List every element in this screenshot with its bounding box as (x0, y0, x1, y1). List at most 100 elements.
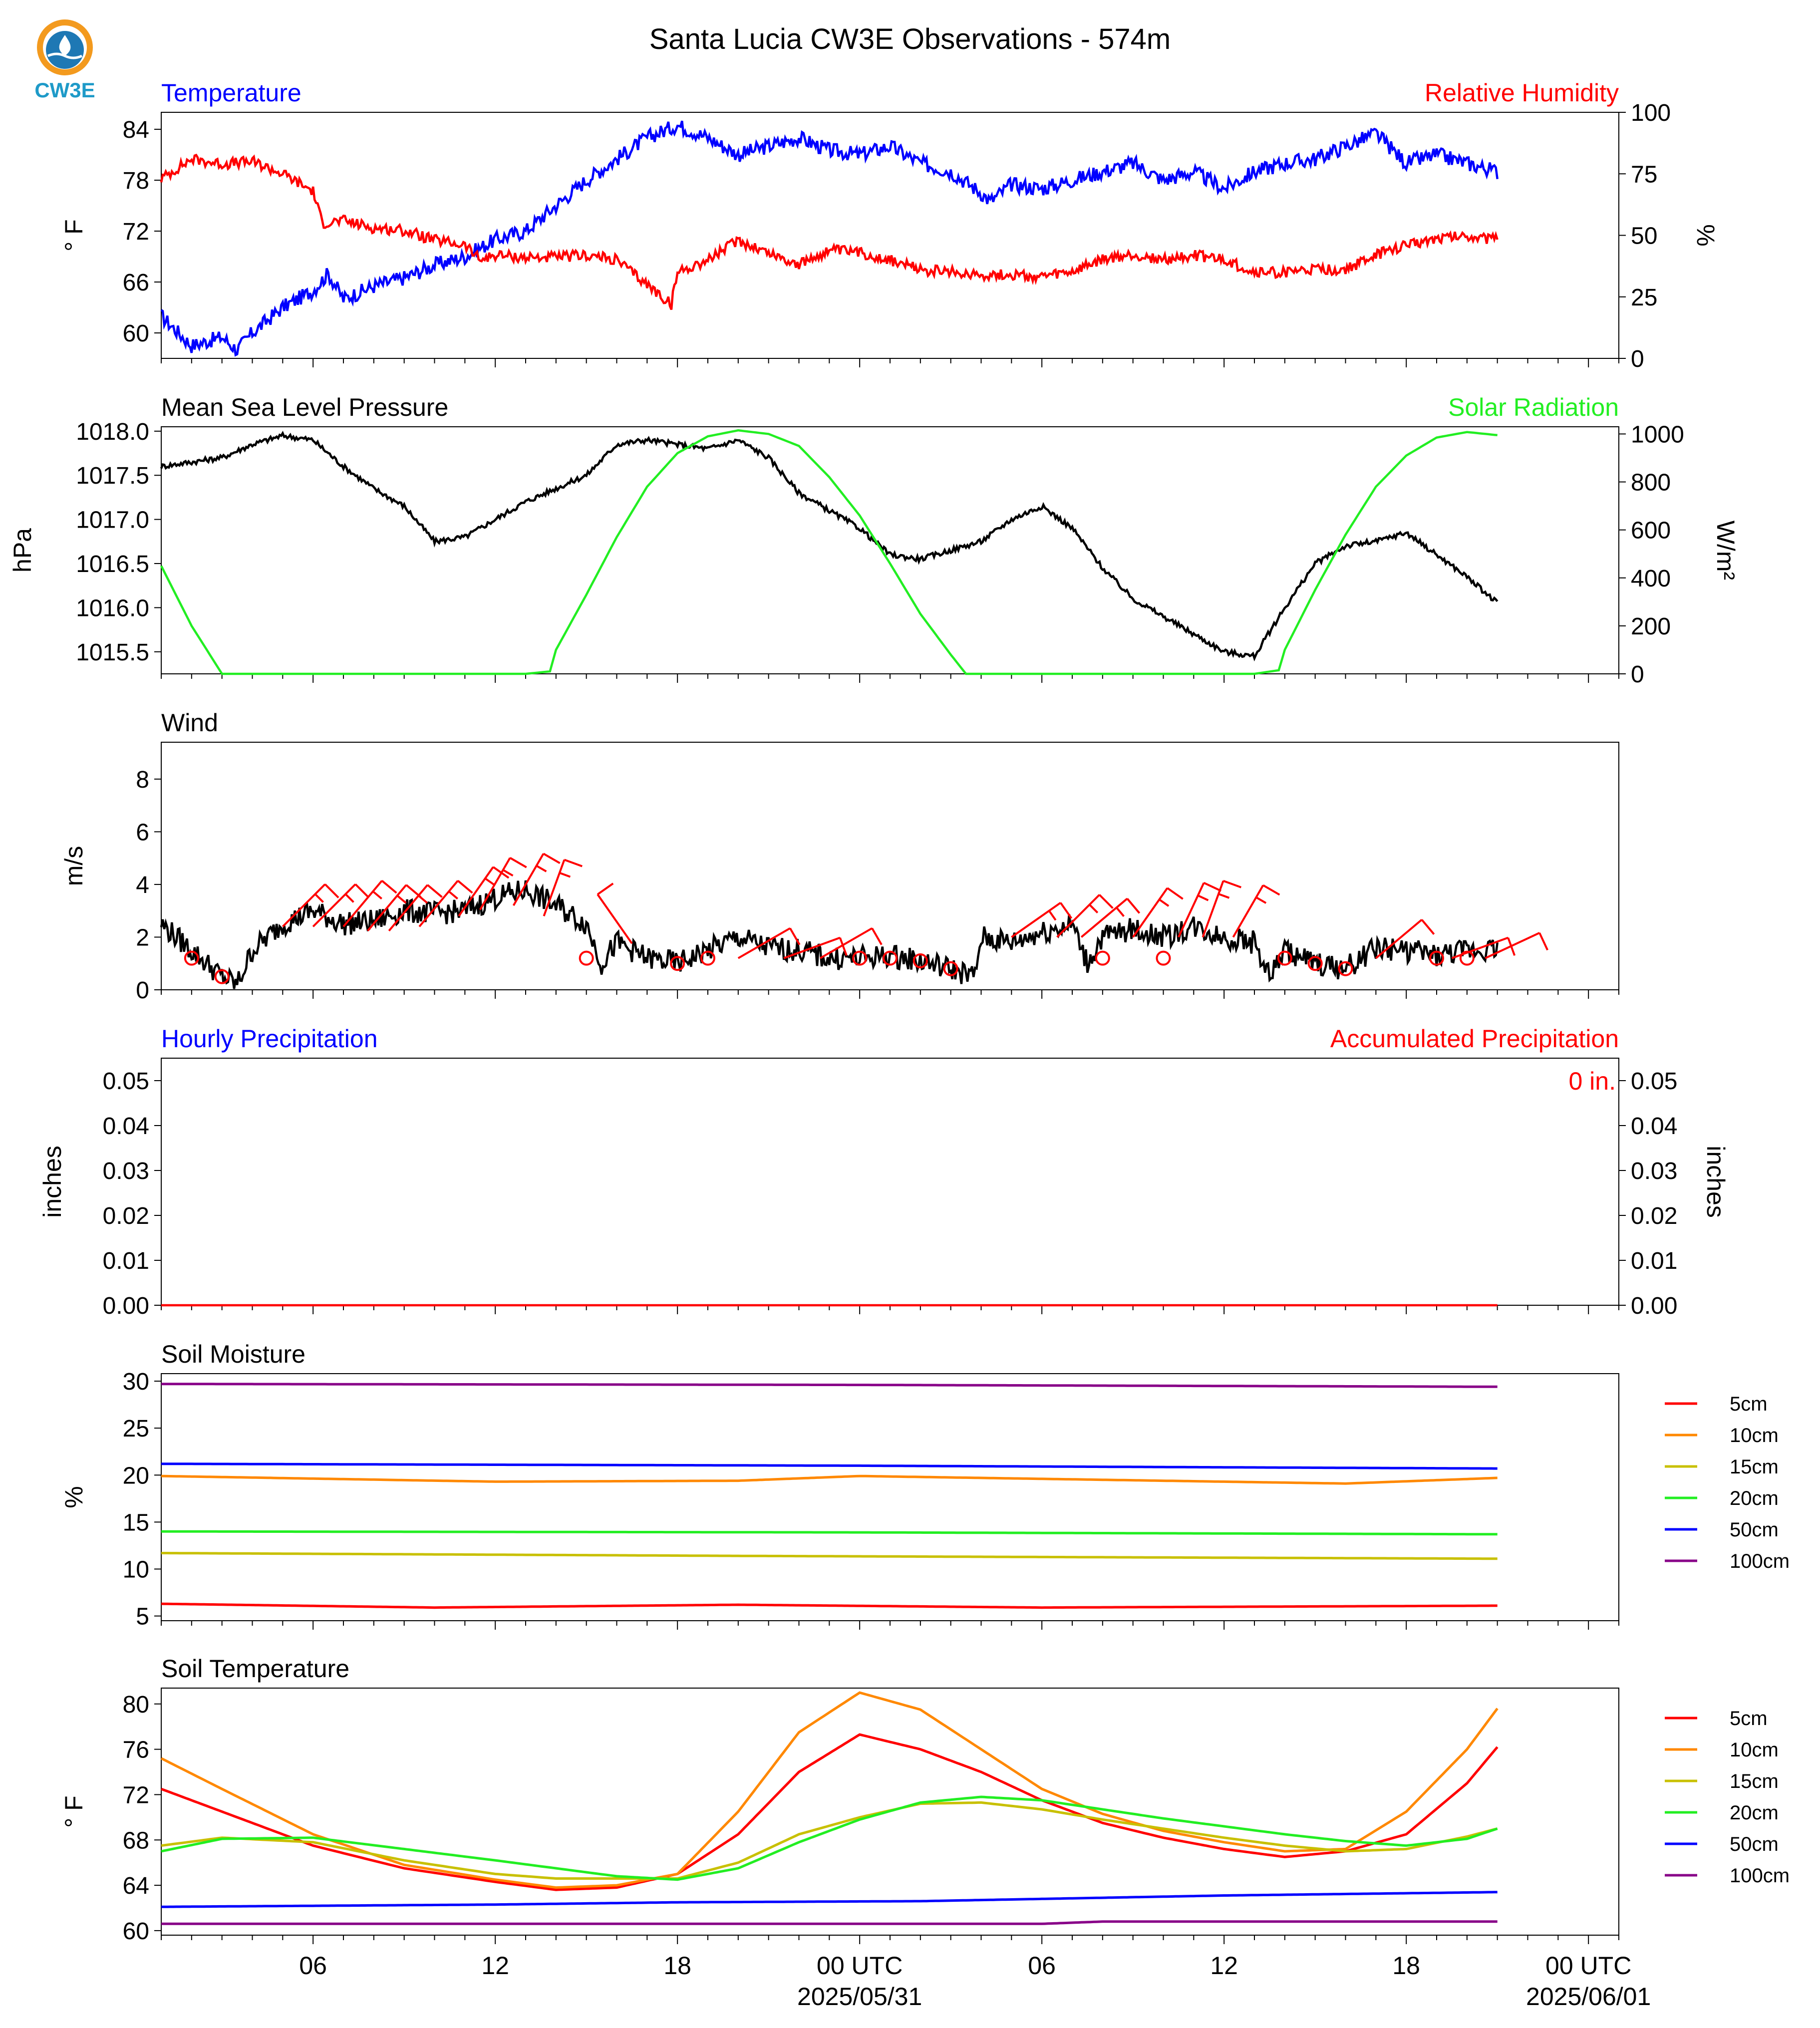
wind-barb-flag (1197, 894, 1209, 901)
wind-barb-flag (381, 879, 397, 894)
wind-barb (342, 880, 383, 927)
calm-marker (579, 950, 594, 966)
wind-barb-flag (543, 853, 561, 864)
figure-title: Santa Lucia CW3E Observations - 574m (649, 23, 1171, 55)
x-tick-label: 18 (663, 1952, 691, 1980)
y-tick-label-left: 0.05 (103, 1068, 149, 1095)
plot-frame (161, 426, 1619, 674)
wind-barb (282, 883, 326, 927)
wind-barb (1011, 902, 1061, 938)
calm-marker (1307, 956, 1323, 971)
y-tick-label-left: 1015.5 (76, 639, 149, 666)
wind-barb (783, 936, 841, 959)
legend-label: 5cm (1730, 1708, 1768, 1730)
calm-marker (214, 969, 230, 984)
wind-barb (479, 857, 511, 910)
wind-barb-flag (502, 869, 514, 877)
y-tick-label-left: 4 (136, 872, 149, 898)
wind-barb-flag (1099, 894, 1114, 909)
y-axis-label-left: % (60, 1486, 88, 1508)
x-tick-label: 06 (1028, 1952, 1056, 1980)
legend: 5cm 10cm 15cm 20cm 50cm 100cm (1665, 1708, 1790, 1887)
wind-barb-flag (1222, 879, 1242, 888)
panel-title-left: Soil Temperature (161, 1655, 349, 1683)
accumulated-precip-total: 0 in. (1568, 1067, 1616, 1095)
wind-barb-flag (1421, 919, 1435, 935)
y-tick-label-right: 600 (1631, 518, 1671, 544)
panel-title-right: Relative Humidity (1425, 79, 1619, 107)
x-tick-label: 06 (299, 1952, 327, 1980)
wind-barb-flag (354, 883, 370, 898)
series-line-5cm (161, 1602, 1498, 1609)
series-line-relative-humidity (160, 153, 1499, 310)
calm-marker (700, 950, 715, 966)
wind-barb (458, 866, 494, 917)
panel-title-left: Hourly Precipitation (161, 1025, 378, 1053)
wind-barb-flag (1255, 896, 1267, 904)
wind-barb-flag (344, 893, 354, 903)
y-tick-label-left: 1018.0 (76, 419, 149, 445)
y-tick-label-left: 1016.0 (76, 595, 149, 621)
wind-barb (367, 884, 407, 932)
wind-barb-flag (564, 859, 583, 868)
panel-title-left: Wind (161, 709, 218, 737)
panel-pressure_solar: Mean Sea Level Pressure Solar Radiation 10… (8, 393, 1740, 688)
y-tick-label-right: 0.04 (1631, 1113, 1677, 1140)
wind-barb-flag (559, 871, 571, 878)
legend-label: 10cm (1730, 1425, 1779, 1447)
y-axis-label-left: ° F (60, 1795, 88, 1827)
x-tick-label: 12 (1210, 1952, 1238, 1980)
y-tick-label-left: 68 (123, 1827, 149, 1854)
wind-barb-flag (418, 894, 428, 904)
wind-barb-flag (1218, 893, 1230, 899)
y-axis-label-right: inches (1702, 1146, 1730, 1218)
wind-barb (312, 883, 356, 927)
series-line-10cm (161, 1474, 1498, 1485)
legend-label: 10cm (1730, 1739, 1779, 1761)
calm-marker (912, 953, 928, 968)
wind-barb-flag (314, 893, 324, 903)
wind-barb-flag (427, 884, 443, 898)
panel-title-left: Temperature (161, 79, 302, 107)
y-tick-label-right: 75 (1631, 161, 1657, 188)
wind-barb (1485, 932, 1540, 959)
y-tick-label-left: 60 (123, 320, 149, 347)
calm-marker (883, 950, 898, 966)
y-tick-label-left: 64 (123, 1873, 149, 1899)
series-line-solar-radiation (160, 429, 1498, 675)
wind-barb-flag (536, 865, 547, 872)
wind-barb (1375, 919, 1423, 959)
wind-barb (512, 853, 545, 906)
y-axis-label-left: inches (38, 1146, 66, 1218)
wind-barb (1080, 897, 1128, 938)
calm-marker (1277, 950, 1292, 966)
y-tick-label-left: 80 (123, 1692, 149, 1718)
y-tick-label-left: 60 (123, 1918, 149, 1945)
wind-barb (737, 927, 791, 959)
wind-barb (1132, 887, 1169, 938)
y-tick-label-left: 1016.5 (76, 551, 149, 578)
wind-barb-flag (1048, 910, 1057, 921)
series-line-mean-sea-level-pressure (160, 430, 1499, 662)
wind-barb-flag (509, 857, 527, 869)
y-tick-label-left: 78 (123, 168, 149, 194)
y-tick-label-left: 0.03 (103, 1158, 149, 1184)
legend-label: 20cm (1730, 1487, 1779, 1509)
wind-barb (1202, 880, 1224, 938)
y-tick-label-left: 1017.5 (76, 463, 149, 489)
wind-barb (543, 859, 566, 916)
panel-soil_temperature: Soil Temperature 60 64 68 72 76 80 ° F 5cm 10cm 15… (60, 1655, 1790, 1945)
series-line-50cm (161, 1462, 1498, 1470)
logo-text: CW3E (34, 78, 95, 102)
wind-barb-flag (1089, 904, 1099, 913)
legend-label: 50cm (1730, 1519, 1779, 1541)
y-tick-label-right: 200 (1631, 613, 1671, 640)
wind-barb-flag (1262, 884, 1280, 896)
legend-label: 100cm (1730, 1550, 1790, 1572)
panel-title-right: Solar Radiation (1448, 393, 1619, 421)
wind-barb-flag (372, 890, 382, 900)
series-line-10cm (160, 1691, 1499, 1889)
y-tick-label-right: 400 (1631, 566, 1671, 592)
y-tick-label-right: 0.02 (1631, 1203, 1677, 1229)
y-tick-label-left: 2 (136, 924, 149, 951)
